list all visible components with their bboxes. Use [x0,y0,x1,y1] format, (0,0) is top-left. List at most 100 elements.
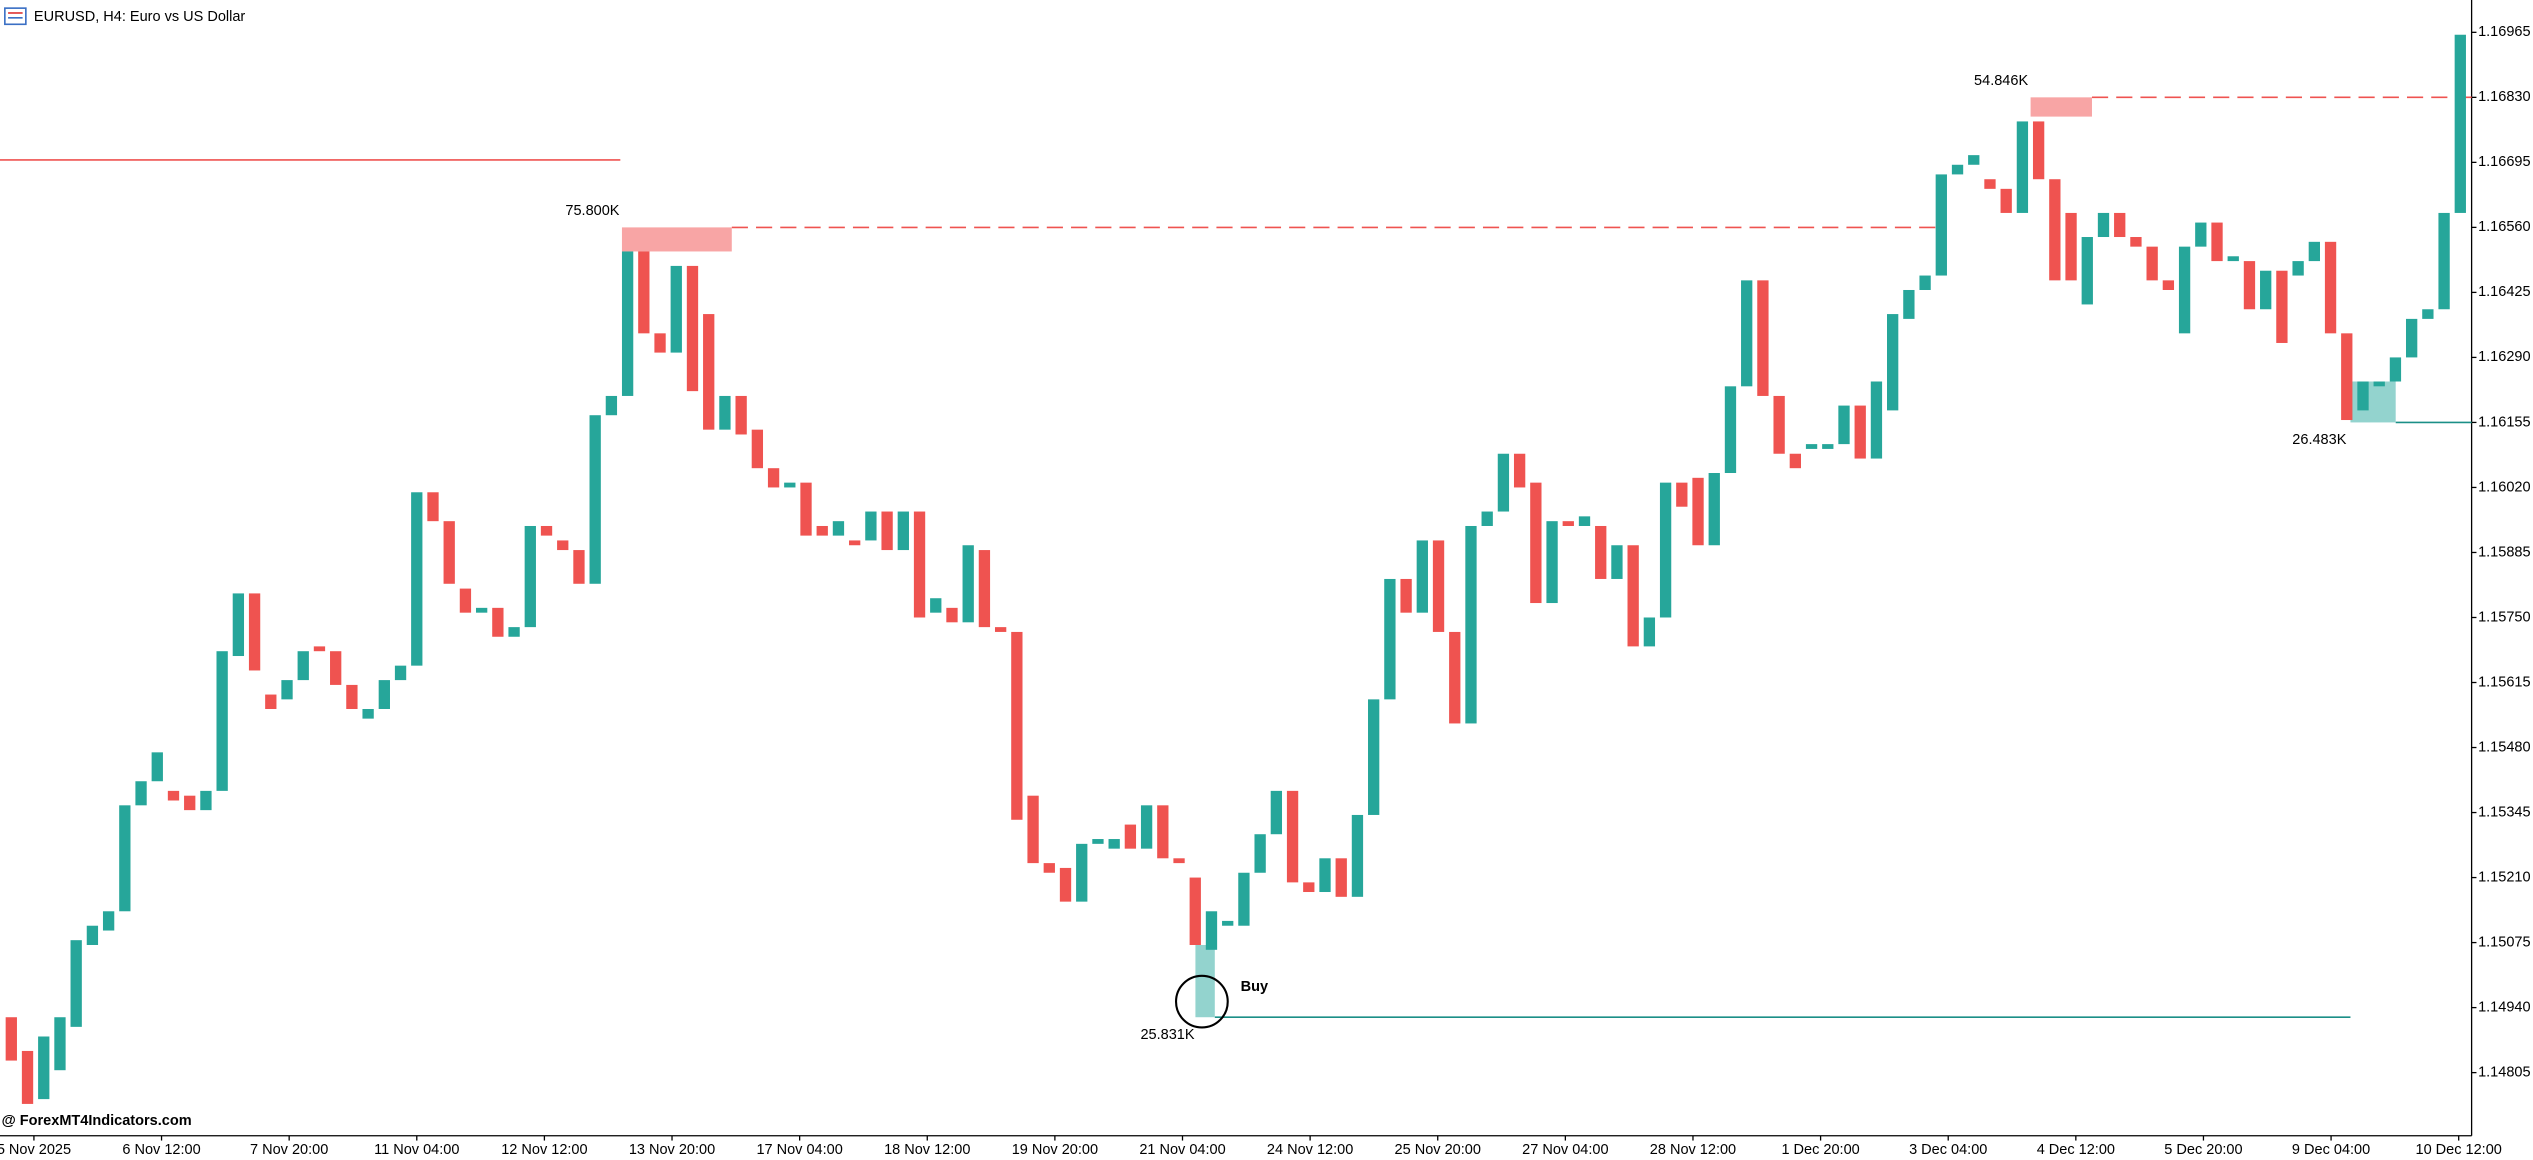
candle-body [1968,155,1980,165]
x-tick-label: 27 Nov 04:00 [1522,1142,1608,1158]
candle-body [670,265,682,353]
x-tick-label: 7 Nov 20:00 [250,1142,328,1158]
x-tick-label: 13 Nov 20:00 [629,1142,715,1158]
candle-body [1416,540,1428,613]
candle-body [2324,241,2337,334]
candle-body [1984,179,1996,189]
candle-body [1335,858,1347,897]
candle-body [816,525,828,536]
zone-box [621,227,732,252]
candle-body [524,525,536,628]
candle-body [411,492,423,666]
candle-body [443,521,455,584]
candle-body [1903,289,1915,319]
candle-body [1059,867,1072,902]
candle-body [1400,578,1412,613]
candle-body [1222,920,1234,926]
candle-body [946,607,958,623]
candle-body [1303,882,1315,893]
candle-body [167,790,180,801]
candle-body [1692,477,1704,546]
candle-body [1092,839,1104,844]
candle-body [1659,482,1672,618]
x-tick-label: 19 Nov 20:00 [1012,1142,1098,1158]
candle-body [930,598,942,613]
candle-body [1043,863,1055,873]
zone-box [2030,97,2092,117]
candle-body [216,651,228,791]
candle-body [1562,521,1574,526]
signal-label: Buy [1241,979,1268,995]
candle-body [2081,237,2093,305]
x-tick-label: 25 Nov 20:00 [1395,1142,1481,1158]
zone-label: 26.483K [2292,432,2346,448]
candle-body [2422,309,2434,319]
candle-body [1319,858,1331,893]
candle-body [1741,280,1753,387]
candle-body [2130,237,2142,247]
candle-body [2049,179,2061,281]
candle-body [881,511,893,551]
candle-body [1789,453,1801,469]
x-tick-label: 24 Nov 12:00 [1267,1142,1353,1158]
zone-box [2350,381,2396,423]
x-tick-label: 10 Dec 12:00 [2416,1142,2502,1158]
candle-body [459,588,472,613]
candle-body [1773,395,1785,454]
signal-circle [1174,974,1229,1029]
candle-body [378,680,390,709]
chart-title: EURUSD, H4: Euro vs US Dollar [34,9,246,25]
candle-body [38,1036,50,1100]
candle-body [1757,280,1769,396]
candle-body [1465,525,1477,724]
y-tick-label: 1.16020 [2478,479,2530,495]
symbol-icon [4,7,27,26]
y-tick-label: 1.15615 [2478,674,2530,690]
candle-body [119,805,131,912]
x-tick-label: 18 Nov 12:00 [884,1142,970,1158]
candle-body [151,752,163,782]
y-tick-label: 1.16965 [2478,24,2530,40]
candle-body [2114,212,2126,238]
candle-body [1951,164,1964,175]
candle-body [1027,795,1039,864]
zone-label: 75.800K [565,203,619,219]
candle-body [475,607,488,613]
watermark: @ ForexMT4Indicators.com [2,1113,192,1129]
candle-body [1351,814,1364,897]
candle-body [1286,790,1299,883]
candle-body [1708,473,1720,546]
x-tick-label: 28 Nov 12:00 [1650,1142,1736,1158]
candle-body [2178,246,2191,334]
candle-body [281,680,293,700]
candle-body [1578,516,1591,526]
candle-body [1611,545,1623,579]
y-tick-label: 1.16695 [2478,154,2530,170]
x-tick-label: 1 Dec 20:00 [1781,1142,1859,1158]
zone-box [1195,944,1215,1018]
candle-body [703,314,715,430]
y-tick-label: 1.14805 [2478,1064,2530,1080]
candle-body [2000,188,2012,213]
candle-body [1627,545,1639,647]
candle-body [1189,877,1201,945]
candle-body [573,550,585,584]
zone-label: 25.831K [1140,1027,1194,1043]
candle-body [1546,521,1558,604]
candle-body [2195,222,2207,247]
candle-body [102,911,115,931]
candle-body [200,790,212,811]
candle-body [265,694,277,709]
candle-body [2405,318,2418,358]
candle-body [492,607,504,637]
candle-body [2097,212,2110,238]
candle-body [1384,578,1396,700]
candle-body [1481,511,1493,526]
candle-body [70,940,82,1027]
candle-body [1513,453,1526,488]
candle-body [1157,805,1169,859]
candle-body [751,429,764,469]
candle-body [832,521,845,536]
candle-body [1205,911,1218,950]
candle-body [297,651,309,681]
